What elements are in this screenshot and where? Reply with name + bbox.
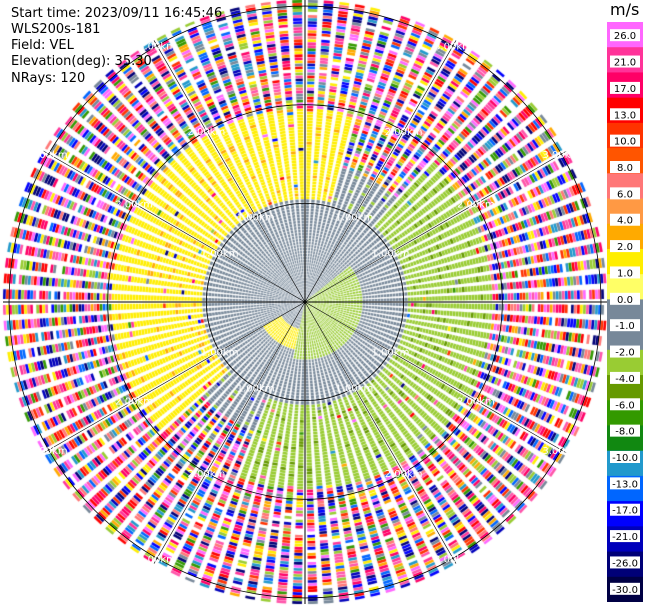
colorbar-tick-bg [610, 161, 640, 173]
nrays-label: NRays: 120 [11, 71, 86, 86]
colorbar-tick-bg [610, 345, 640, 358]
colorbar-tick-label: -1.0 [615, 321, 635, 332]
colorbar-tick-label: -26.0 [612, 558, 638, 569]
range-ring-label: 2.00km [457, 199, 495, 210]
colorbar-tick-label: 0.0 [617, 295, 633, 306]
colorbar-tick-bg [610, 134, 640, 147]
colorbar-unit-label: m/s [610, 0, 640, 19]
colorbar-tick-label: 10.0 [614, 137, 636, 148]
colorbar-tick-label: 2.0 [617, 242, 633, 253]
colorbar-tick-label: 21.0 [614, 58, 636, 69]
radial-spoke-60 [304, 150, 567, 303]
range-ring-label: 2.00km [187, 127, 225, 138]
start-time-label: Start time: 2023/09/11 16:45:46 [11, 6, 223, 21]
colorbar-tick-label: -21.0 [612, 532, 638, 543]
colorbar-tick-bg [610, 424, 640, 437]
colorbar-tick-label: 4.0 [617, 216, 633, 227]
colorbar-tick-label: -10.0 [612, 453, 638, 464]
colorbar-tick-bg [610, 55, 640, 68]
colorbar-tick-bg [610, 556, 640, 569]
colorbar-tick-label: 6.0 [617, 189, 633, 200]
range-ring-label: 3.00km [542, 446, 580, 457]
colorbar-tick-bg [610, 108, 640, 121]
colorbar-tick-bg [610, 81, 640, 94]
radial-spoke-150 [304, 301, 457, 564]
colorbar-tick-bg [610, 371, 640, 384]
range-ring-label: 3.00km [138, 42, 176, 53]
colorbar-tick-bg [610, 292, 640, 305]
radial-spoke-300 [43, 150, 306, 303]
range-ring-label: 2.00km [115, 397, 153, 408]
colorbar-tick-bg [610, 451, 640, 463]
instrument-label: WLS200s-181 [11, 22, 101, 37]
range-ring-label: 3.00km [434, 554, 472, 565]
range-ring-label: 1.00km [335, 383, 373, 394]
colorbar-tick-label: -30.0 [612, 585, 638, 596]
range-ring-label: 2.00km [385, 469, 423, 480]
colorbar-tick-bg [610, 398, 640, 411]
range-ring-label: 3.00km [30, 150, 68, 161]
range-ring-label: 2.00km [385, 127, 423, 138]
range-ring-label: 3.00km [138, 554, 176, 565]
colorbar-tick-label: 17.0 [614, 84, 636, 95]
colorbar-tick-label: -17.0 [612, 506, 638, 517]
colorbar-tick-label: -2.0 [615, 348, 635, 359]
range-ring-label: 1.00km [335, 213, 373, 224]
range-ring-label: 2.00km [187, 469, 225, 480]
range-ring-label: 1.00km [372, 249, 410, 260]
range-ring-label: 1.00km [237, 383, 275, 394]
colorbar-tick-label: -8.0 [615, 427, 635, 438]
range-ring-label: 1.00km [372, 347, 410, 358]
colorbar-tick-label: 8.0 [617, 163, 633, 174]
colorbar-tick-label: 13.0 [614, 110, 636, 121]
range-ring-label: 1.00km [237, 213, 275, 224]
radial-spoke-210 [153, 301, 306, 564]
colorbar-tick-bg [610, 240, 640, 253]
radial-spoke-240 [43, 301, 306, 454]
range-ring-label: 1.00km [201, 249, 239, 260]
colorbar-tick-bg [610, 319, 640, 332]
field-label: Field: VEL [11, 38, 74, 53]
colorbar-tick-bg [610, 530, 640, 543]
range-ring-label: 1.00km [201, 347, 239, 358]
colorbar-tick-label: -13.0 [612, 479, 638, 490]
colorbar: 26.0 21.0 17.0 13.0 10.0 8.0 6.0 4.0 2.0 1.0 0.0 -1… [607, 22, 643, 602]
elevation-label: Elevation(deg): 35.30 [11, 54, 152, 69]
radial-spoke-330 [153, 40, 306, 303]
colorbar-tick-label: -4.0 [615, 374, 635, 385]
range-ring-label: 2.00km [457, 397, 495, 408]
colorbar-tick-bg [610, 213, 640, 226]
colorbar-tick-bg [610, 187, 640, 200]
radial-spoke-120 [304, 301, 567, 454]
range-ring-label: 3.00km [542, 150, 580, 161]
range-ring-label: 3.00km [434, 42, 472, 53]
colorbar-tick-label: 26.0 [614, 31, 636, 42]
colorbar-tick-label: 1.0 [617, 268, 633, 279]
colorbar-tick-bg [610, 503, 640, 516]
range-ring-label: 2.00km [115, 199, 153, 210]
radial-spoke-30 [304, 40, 457, 303]
colorbar-tick-label: -6.0 [615, 400, 635, 411]
colorbar-tick-bg [610, 477, 640, 490]
colorbar-tick-bg [610, 266, 640, 279]
colorbar-tick-bg [610, 29, 640, 42]
range-ring-label: 3.00km [30, 446, 68, 457]
colorbar-tick-bg [610, 582, 640, 595]
